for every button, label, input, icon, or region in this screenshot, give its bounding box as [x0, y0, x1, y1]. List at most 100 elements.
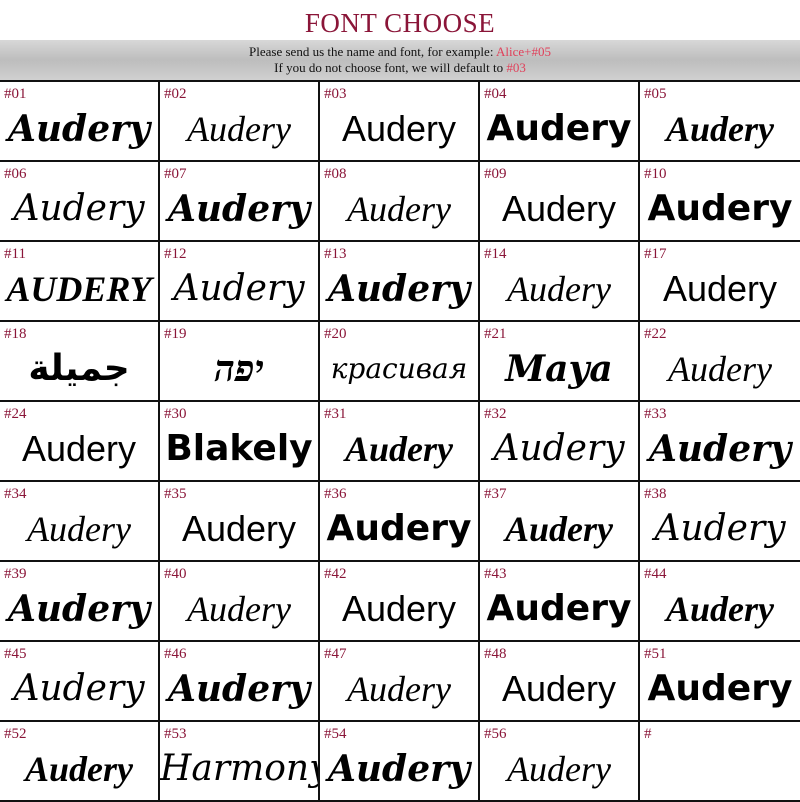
font-code: #48	[484, 646, 507, 662]
font-sample: Audery	[654, 508, 786, 549]
font-code: #53	[164, 726, 187, 742]
font-code: #45	[4, 646, 27, 662]
font-code: #30	[164, 406, 187, 422]
font-code: #04	[484, 86, 507, 102]
font-code: #11	[4, 246, 26, 262]
font-code: #56	[484, 726, 507, 742]
font-sample: Audery	[647, 188, 793, 229]
font-code: #32	[484, 406, 507, 422]
font-option-cell: #09 Audery	[480, 162, 640, 242]
default-font-text: #03	[506, 60, 526, 75]
font-sample: Audery	[167, 188, 311, 230]
font-option-cell: #38 Audery	[640, 482, 800, 562]
font-sample: Audery	[505, 509, 613, 549]
font-option-cell: #53 Harmony	[160, 722, 320, 802]
font-sample: AUDERY	[6, 269, 152, 309]
font-option-cell: #35 Audery	[160, 482, 320, 562]
font-code: #22	[644, 326, 667, 342]
font-code: #	[644, 726, 652, 742]
font-sample: Audery	[486, 108, 632, 149]
font-code: #09	[484, 166, 507, 182]
font-code: #06	[4, 166, 27, 182]
font-code: #18	[4, 326, 27, 342]
font-code: #20	[324, 326, 347, 342]
font-option-cell: #18 جميلة	[0, 322, 160, 402]
font-option-cell: #54 Audery	[320, 722, 480, 802]
font-code: #31	[324, 406, 347, 422]
font-code: #12	[164, 246, 187, 262]
font-code: #38	[644, 486, 667, 502]
font-code: #21	[484, 326, 507, 342]
font-option-cell: #32 Audery	[480, 402, 640, 482]
font-option-cell: #22 Audery	[640, 322, 800, 402]
font-code: #46	[164, 646, 187, 662]
font-sample: Audery	[21, 428, 137, 469]
font-code: #24	[4, 406, 27, 422]
font-sample: Audery	[648, 428, 792, 470]
font-option-cell: #10 Audery	[640, 162, 800, 242]
font-sample: Audery	[13, 188, 145, 229]
instructions-banner: Please send us the name and font, for ex…	[0, 40, 800, 80]
font-code: #35	[164, 486, 187, 502]
font-option-cell: #46 Audery	[160, 642, 320, 722]
font-option-cell: #11 AUDERY	[0, 242, 160, 322]
font-code: #36	[324, 486, 347, 502]
font-sample: Audery	[25, 749, 133, 789]
font-option-cell: #37 Audery	[480, 482, 640, 562]
font-option-cell: #42 Audery	[320, 562, 480, 642]
instruction-text: Please send us the name and font, for ex…	[249, 44, 496, 59]
font-sample: Audery	[666, 109, 774, 149]
font-code: #14	[484, 246, 507, 262]
font-code: #34	[4, 486, 27, 502]
font-option-cell: #20 красивая	[320, 322, 480, 402]
font-code: #40	[164, 566, 187, 582]
instruction-text: If you do not choose font, we will defau…	[274, 60, 507, 75]
font-option-cell: #14 Audery	[480, 242, 640, 322]
font-sample: Audery	[181, 508, 297, 549]
instruction-line-2: If you do not choose font, we will defau…	[0, 60, 800, 76]
font-sample: Audery	[668, 349, 772, 389]
font-sample: Audery	[501, 668, 617, 709]
font-sample: Audery	[507, 749, 611, 789]
font-sample: Audery	[327, 268, 471, 310]
font-option-cell: #56 Audery	[480, 722, 640, 802]
font-code: #51	[644, 646, 667, 662]
font-sample: Audery	[27, 509, 131, 549]
font-sample: Audery	[7, 108, 151, 150]
font-option-cell: #47 Audery	[320, 642, 480, 722]
font-code: #07	[164, 166, 187, 182]
font-sample: Maya	[505, 348, 613, 390]
font-option-cell: #45 Audery	[0, 642, 160, 722]
font-code: #05	[644, 86, 667, 102]
font-code: #03	[324, 86, 347, 102]
font-code: #10	[644, 166, 667, 182]
font-sample: Audery	[493, 428, 625, 469]
font-option-cell: #40 Audery	[160, 562, 320, 642]
font-option-cell: #13 Audery	[320, 242, 480, 322]
font-code: #44	[644, 566, 667, 582]
font-sample: Audery	[486, 588, 632, 629]
font-sample: Audery	[167, 668, 311, 710]
font-code: #52	[4, 726, 27, 742]
font-option-cell: #05 Audery	[640, 82, 800, 162]
font-code: #13	[324, 246, 347, 262]
font-option-cell: #43 Audery	[480, 562, 640, 642]
font-code: #19	[164, 326, 187, 342]
font-code: #02	[164, 86, 187, 102]
font-option-cell: #52 Audery	[0, 722, 160, 802]
font-option-cell: #03 Audery	[320, 82, 480, 162]
font-code: #42	[324, 566, 347, 582]
font-sample: Audery	[647, 668, 793, 709]
font-option-cell: #08 Audery	[320, 162, 480, 242]
font-code: #37	[484, 486, 507, 502]
font-option-cell: #02 Audery	[160, 82, 320, 162]
font-code: #33	[644, 406, 667, 422]
font-code: #08	[324, 166, 347, 182]
font-option-cell: #51 Audery	[640, 642, 800, 722]
font-option-cell: #21 Maya	[480, 322, 640, 402]
font-sample: Audery	[7, 588, 151, 630]
font-code: #17	[644, 246, 667, 262]
font-sample: יפה	[214, 349, 264, 389]
font-sample: جميلة	[28, 348, 130, 389]
font-sample: Audery	[341, 108, 457, 149]
